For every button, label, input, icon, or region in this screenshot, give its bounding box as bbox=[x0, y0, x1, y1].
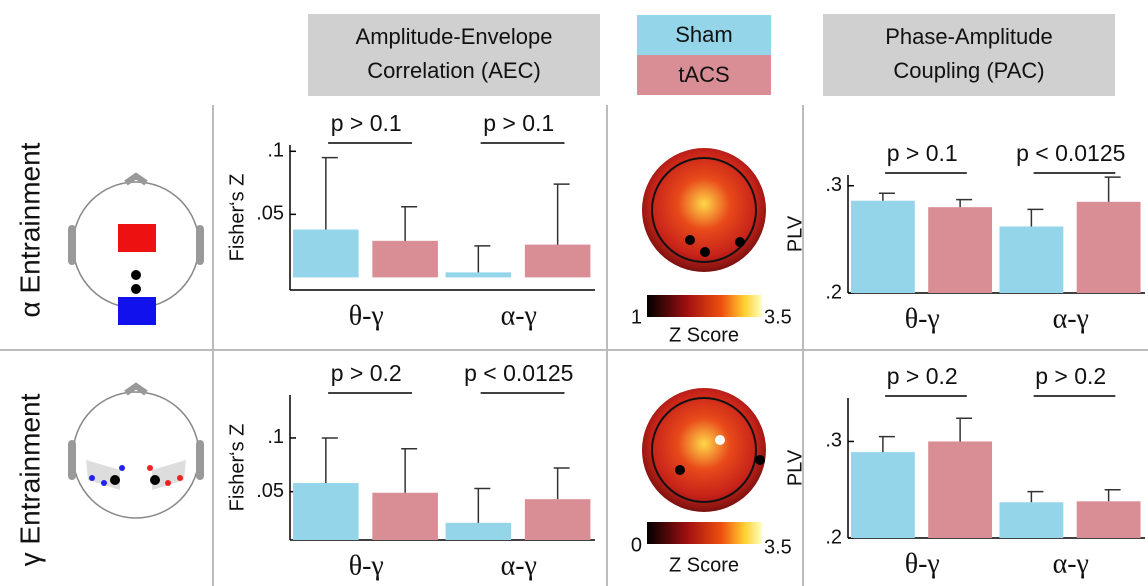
y-tick-label: .3 bbox=[825, 174, 842, 196]
header-text: Coupling (PAC) bbox=[893, 58, 1044, 83]
error-bar bbox=[878, 192, 895, 201]
error-bar bbox=[1027, 490, 1044, 503]
error-bar bbox=[1027, 208, 1044, 227]
bar bbox=[293, 483, 359, 540]
x-tick-label: α-γ bbox=[1053, 303, 1089, 334]
y-tick-label: .05 bbox=[256, 203, 284, 225]
error-bar bbox=[1104, 488, 1121, 502]
head-diagram bbox=[68, 172, 204, 325]
annotation: p < 0.0125 bbox=[464, 360, 573, 386]
colorbar-min: 0 bbox=[631, 534, 642, 556]
annotation: p > 0.1 bbox=[887, 140, 958, 166]
error-bar bbox=[878, 435, 895, 453]
row-label: γ Entrainment bbox=[14, 393, 45, 566]
error-bar bbox=[956, 417, 973, 442]
bar bbox=[445, 272, 512, 278]
colorbar-max: 3.5 bbox=[764, 306, 792, 328]
y-tick-label: .3 bbox=[825, 430, 842, 452]
bar bbox=[372, 240, 438, 278]
topomap bbox=[642, 388, 766, 544]
row-label: α Entrainment bbox=[14, 142, 45, 317]
error-bar bbox=[956, 198, 973, 208]
colorbar-label: Z Score bbox=[669, 324, 739, 346]
annotation: p > 0.2 bbox=[887, 363, 958, 389]
error-bar bbox=[401, 206, 418, 241]
y-tick-label: .1 bbox=[267, 140, 284, 162]
error-bar bbox=[474, 245, 491, 273]
y-tick-label: .1 bbox=[267, 426, 284, 448]
legend-label: tACS bbox=[678, 62, 729, 87]
error-bar bbox=[321, 156, 338, 230]
y-tick-label: .05 bbox=[256, 480, 284, 502]
annotation: p > 0.2 bbox=[331, 360, 402, 386]
annotation: p > 0.2 bbox=[1035, 363, 1106, 389]
bar bbox=[1076, 201, 1141, 293]
error-bar bbox=[553, 183, 570, 245]
y-axis-label: Fisher‘s Z bbox=[226, 174, 248, 262]
legend-swatch bbox=[637, 55, 771, 95]
header-text: Phase-Amplitude bbox=[885, 24, 1053, 49]
bar bbox=[372, 492, 438, 540]
x-tick-label: θ-γ bbox=[349, 300, 384, 331]
error-bar bbox=[553, 467, 570, 500]
y-axis-label: Fisher‘s Z bbox=[226, 424, 248, 512]
legend: Sham tACS bbox=[637, 15, 771, 95]
header-text: Amplitude-Envelope bbox=[356, 24, 553, 49]
error-bar bbox=[401, 447, 418, 493]
bar bbox=[850, 200, 915, 293]
annotation: p > 0.1 bbox=[483, 110, 554, 136]
colorbar-min: 1 bbox=[631, 306, 642, 328]
y-tick-label: .2 bbox=[825, 281, 842, 303]
x-tick-label: θ-γ bbox=[349, 550, 384, 581]
topomap bbox=[642, 148, 766, 317]
bar bbox=[928, 441, 993, 538]
annotation: p < 0.0125 bbox=[1016, 140, 1125, 166]
colorbar-max: 3.5 bbox=[764, 536, 792, 558]
legend-label: Sham bbox=[675, 22, 732, 47]
error-bar bbox=[321, 437, 338, 484]
header-box bbox=[308, 14, 600, 96]
y-axis-label: PLV bbox=[784, 215, 806, 252]
bar bbox=[999, 502, 1064, 538]
bar bbox=[293, 229, 359, 278]
x-tick-label: α-γ bbox=[501, 550, 537, 581]
x-tick-label: θ-γ bbox=[905, 548, 940, 579]
head-diagram bbox=[68, 382, 204, 519]
legend-swatch bbox=[637, 15, 771, 55]
header-box bbox=[823, 14, 1115, 96]
x-tick-label: θ-γ bbox=[905, 303, 940, 334]
bar bbox=[850, 452, 915, 538]
bar bbox=[1076, 501, 1141, 538]
header-text: Correlation (AEC) bbox=[367, 58, 541, 83]
x-tick-label: α-γ bbox=[1053, 548, 1089, 579]
bar bbox=[524, 244, 591, 278]
bar bbox=[445, 522, 512, 540]
error-bar bbox=[474, 487, 491, 523]
bar bbox=[524, 499, 591, 540]
bar bbox=[999, 226, 1064, 293]
y-tick-label: .2 bbox=[825, 526, 842, 548]
bar bbox=[928, 207, 993, 293]
x-tick-label: α-γ bbox=[501, 300, 537, 331]
error-bar bbox=[1104, 176, 1121, 202]
y-axis-label: PLV bbox=[784, 449, 806, 486]
annotation: p > 0.1 bbox=[331, 110, 402, 136]
colorbar-label: Z Score bbox=[669, 554, 739, 576]
